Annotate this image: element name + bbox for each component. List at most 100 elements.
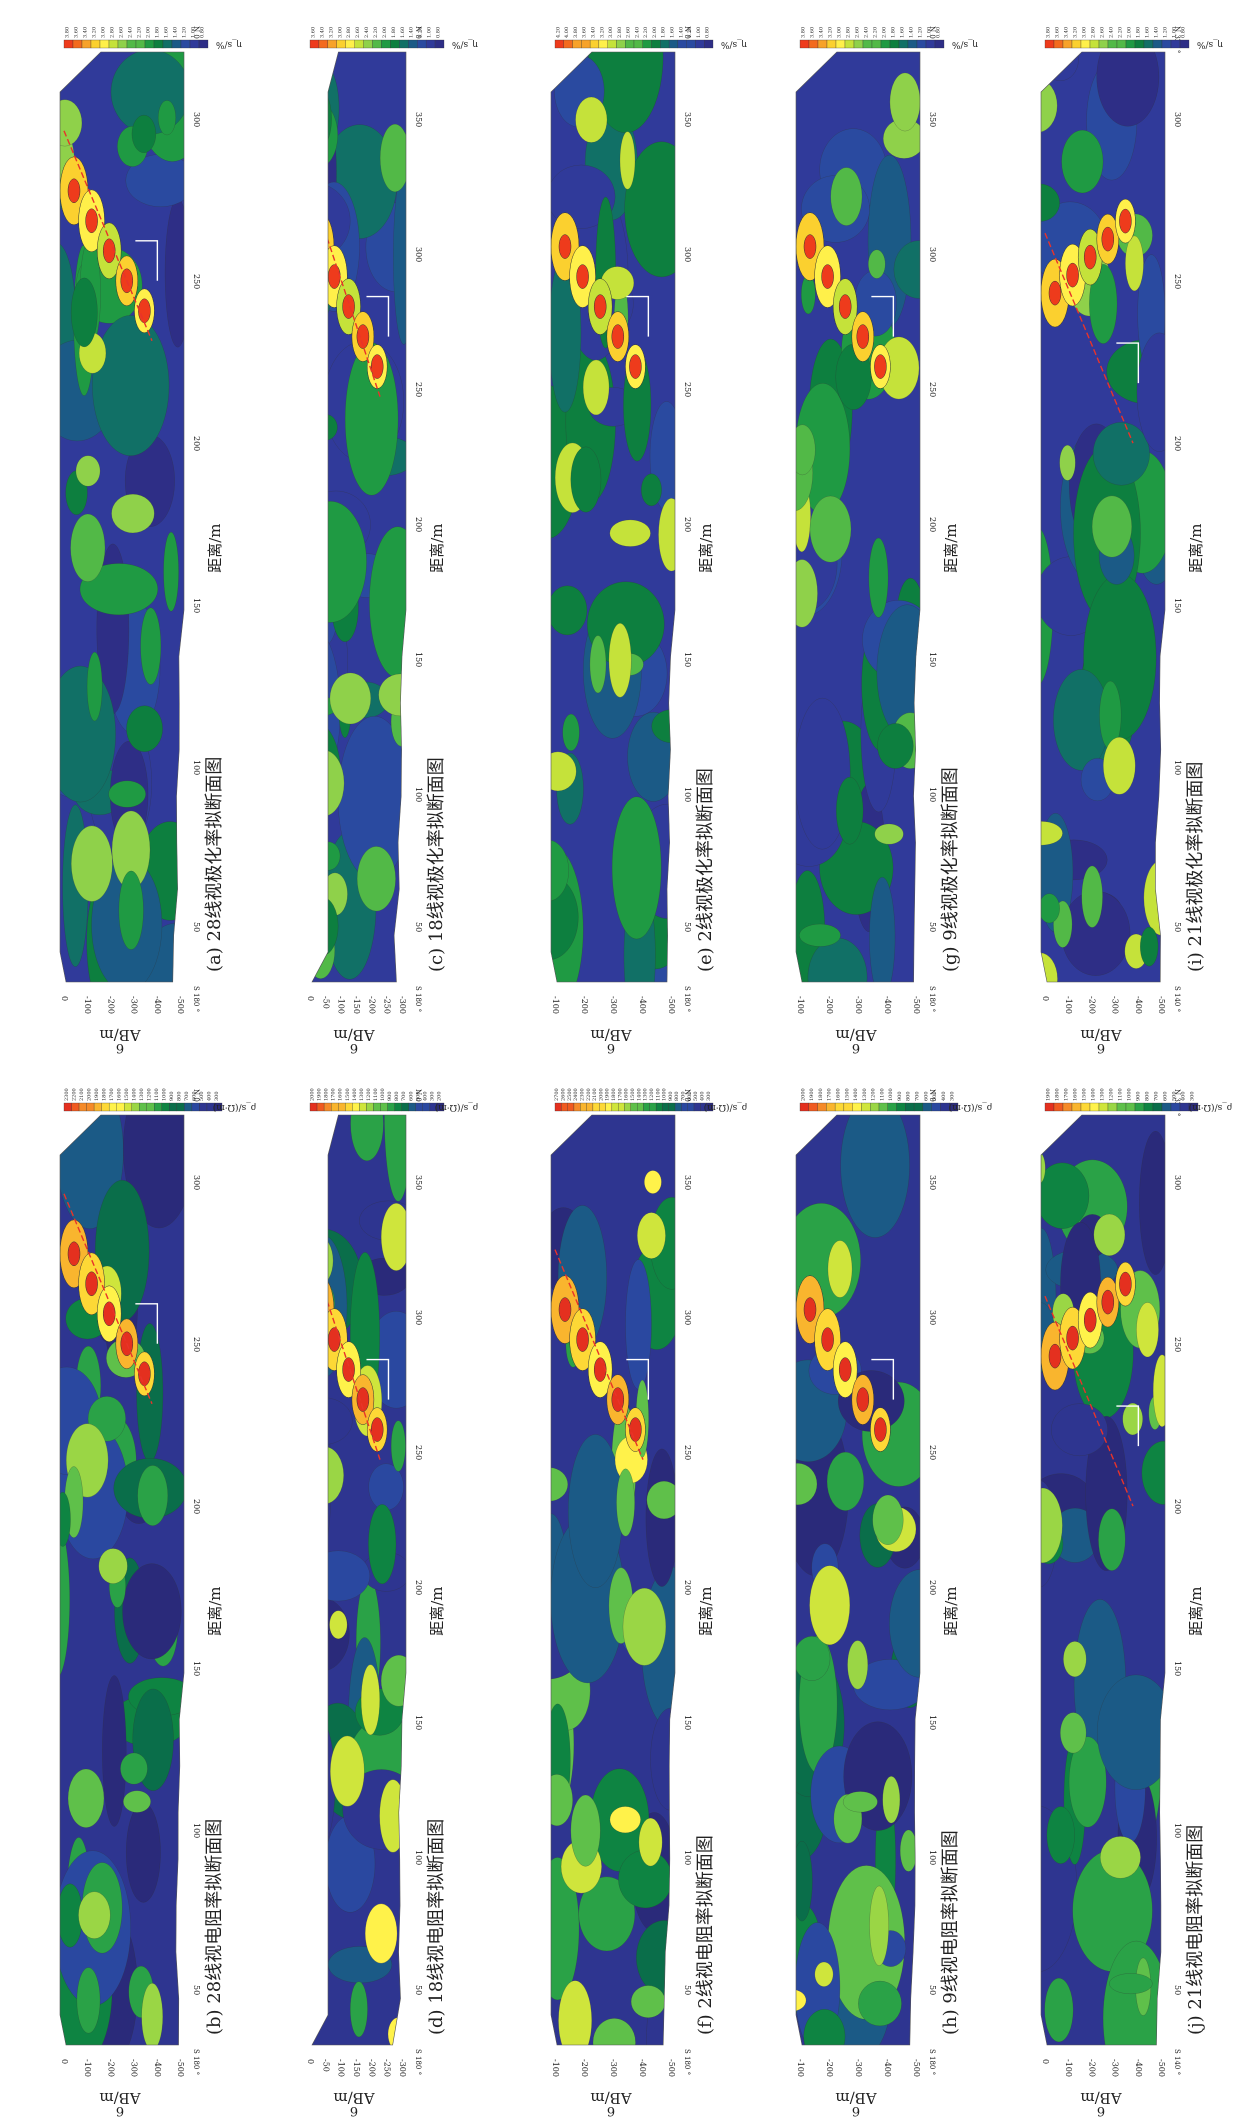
legend-swatch (436, 1102, 445, 1112)
legend-value: 1.00 (427, 27, 433, 38)
contour-blob (796, 1989, 807, 2012)
contour-blob (350, 1981, 368, 2038)
legend-value: 1700 (1064, 1088, 1070, 1101)
legend-value: 2.00 (882, 27, 888, 38)
legend-swatch (649, 1102, 657, 1112)
y-tick-label: -300 (854, 996, 863, 1014)
contour-blob (796, 1840, 813, 1922)
legend-swatch (573, 1102, 581, 1112)
legend-value: 1.00 (927, 27, 933, 38)
contour-blob (893, 240, 920, 299)
x-tick-label: 100 (928, 1850, 937, 1865)
legend-swatch (922, 1102, 932, 1112)
legend-swatch (126, 39, 137, 49)
y-tick-label: -250 (383, 996, 392, 1014)
legend-value: 800 (177, 1091, 183, 1101)
contour-blob (312, 676, 327, 742)
y-tick-label: -100 (551, 996, 560, 1014)
legend-value: 2.80 (617, 27, 623, 38)
contour-blob (562, 713, 580, 751)
legend-value: 900 (1136, 1091, 1142, 1101)
y-tick-label: -50 (321, 2059, 330, 2072)
legend-value: 2.00 (382, 27, 388, 38)
legend-swatch (352, 1102, 360, 1112)
legend-value: 1500 (124, 1088, 130, 1101)
legend-value: 800 (674, 1091, 680, 1101)
contour-blob (75, 455, 101, 487)
y-axis-label: AB/m (835, 2089, 877, 2107)
contour-blob (589, 635, 607, 694)
contour-blob (123, 1115, 185, 1229)
contour-blob (1063, 1641, 1087, 1678)
legend-swatch (1170, 39, 1181, 49)
contour-blob (1152, 1354, 1165, 1427)
y-tick-label: -200 (825, 2059, 834, 2077)
legend-swatch (408, 39, 418, 49)
angle-marker (1116, 1405, 1140, 1447)
contour-blob (624, 141, 675, 278)
y-tick-label: -500 (1157, 2059, 1166, 2077)
legend-swatch (1098, 39, 1109, 49)
anomaly-core (313, 1297, 327, 1322)
contour-blob (796, 1636, 831, 1681)
legend-value: 2.60 (355, 27, 361, 38)
legend-value: 2.60 (1100, 27, 1106, 38)
x-tick-label: 150 (928, 1715, 937, 1730)
contour-blob (390, 1420, 406, 1472)
legend-value: 1200 (1109, 1088, 1115, 1101)
legend-swatch (618, 1102, 625, 1112)
contour-blob (592, 2018, 636, 2045)
plot-outline (311, 51, 407, 983)
legend-swatch (834, 1102, 845, 1112)
legend-swatch (116, 1102, 125, 1112)
legend-swatch (399, 39, 409, 49)
legend-value: 1600 (116, 1088, 122, 1101)
contour-blob (809, 495, 852, 563)
legend-swatch (390, 39, 400, 49)
contour-blob (551, 751, 577, 792)
panel-title: (i) 21线视极化率拟断面图 (1185, 762, 1206, 972)
y-tick-label: -100 (796, 2059, 805, 2077)
contour-blob (874, 823, 904, 845)
y-tick-label: -200 (1087, 996, 1096, 1014)
y-tick-label: -400 (153, 996, 162, 1014)
legend-swatch (607, 39, 617, 49)
x-axis-label: 距离/m (206, 524, 224, 573)
anomaly-core (342, 1357, 355, 1382)
y-axis-denominator: 6 (116, 1040, 124, 1055)
legend-swatch (380, 1102, 388, 1112)
legend-title: ρ_s/(Ω·m) (704, 1102, 747, 1113)
y-tick-label: -500 (912, 996, 921, 1014)
legend-swatch (844, 39, 855, 49)
legend-title: ρ_s/(Ω·m) (435, 1102, 478, 1113)
anomaly-core (370, 354, 384, 379)
panel-a: 50 100 150 200 250 300 S 180 ° N 0 ° 0 -100 -200 -3… (59, 26, 242, 1055)
legend-swatch (624, 1102, 631, 1112)
legend-value: 2700 (554, 1088, 560, 1101)
legend-value: 1200 (871, 1088, 877, 1101)
legend-value: 1.20 (182, 27, 188, 38)
y-tick-label: -200 (825, 996, 834, 1014)
angle-marker (626, 295, 650, 337)
y-axis-denominator: 6 (852, 2103, 860, 2118)
x-tick-label: 250 (192, 274, 201, 289)
legend-value: 400 (700, 1091, 706, 1101)
legend-swatch (668, 1102, 676, 1112)
contour-blob (1089, 264, 1118, 344)
anomaly-core (356, 324, 370, 349)
legend-value: 1.40 (678, 27, 684, 38)
contour-blob (644, 1170, 662, 1194)
legend-swatch (681, 1102, 688, 1112)
x-tick-label: 150 (192, 1661, 201, 1676)
legend-value: 1.00 (1172, 27, 1178, 38)
contour-blob (312, 1467, 330, 1494)
legend-value: 3.20 (599, 27, 605, 38)
contour-blob (872, 1494, 904, 1545)
legend-value: 3.40 (819, 27, 825, 38)
contour-blob (387, 2017, 406, 2045)
legend: 4.20 4.00 3.80 3.60 3.40 3.20 3.00 2.80 2.60 2.40… (554, 27, 747, 49)
legend-swatch (176, 1102, 185, 1112)
y-tick-label: -300 (1111, 996, 1120, 1014)
x-tick-label: 150 (414, 652, 423, 667)
